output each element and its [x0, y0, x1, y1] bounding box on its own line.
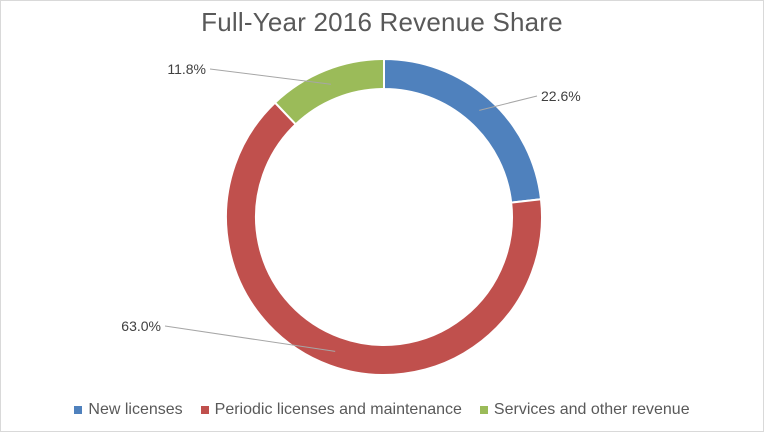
- leader-line-periodic-licenses: [164, 325, 336, 352]
- legend-item-new-licenses: New licenses: [74, 401, 183, 419]
- leader-line-services: [209, 68, 331, 85]
- data-label-services: 11.8%: [167, 61, 206, 77]
- legend-item-periodic-licenses: Periodic licenses and maintenance: [200, 401, 462, 419]
- slice-services: [273, 57, 385, 126]
- legend-item-services: Services and other revenue: [479, 401, 690, 419]
- chart-title: Full-Year 2016 Revenue Share: [201, 7, 563, 37]
- legend: New licenses Periodic licenses and maint…: [1, 401, 763, 419]
- legend-swatch-new-licenses: [74, 406, 83, 414]
- data-label-periodic-licenses: 63.0%: [121, 318, 161, 334]
- legend-swatch-periodic-licenses: [200, 406, 209, 414]
- legend-label-new-licenses: New licenses: [88, 401, 183, 418]
- slice-new-licenses: [383, 57, 543, 204]
- slice-periodic-licenses: [225, 101, 543, 376]
- legend-label-services: Services and other revenue: [493, 401, 690, 418]
- leader-line-new-licenses: [479, 95, 538, 111]
- data-label-new-licenses: 22.6%: [541, 88, 581, 104]
- legend-swatch-services: [479, 406, 488, 414]
- legend-label-periodic-licenses: Periodic licenses and maintenance: [214, 401, 462, 418]
